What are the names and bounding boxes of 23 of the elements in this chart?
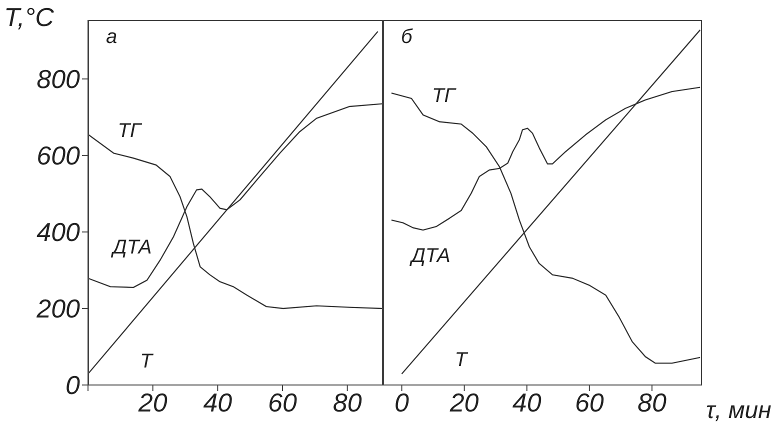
series-label: Т bbox=[454, 348, 469, 371]
x-tick-label: 40 bbox=[512, 387, 542, 418]
x-tick-label: 0 bbox=[394, 387, 410, 418]
y-tick-label: 400 bbox=[36, 217, 81, 248]
x-tick-label: 60 bbox=[268, 387, 298, 418]
x-axis-title: τ, мин bbox=[706, 397, 772, 425]
y-axis-title: T,°C bbox=[4, 2, 54, 33]
series-label: ДТА bbox=[409, 245, 450, 267]
series-label: ТГ bbox=[432, 85, 458, 108]
x-tick-label: 60 bbox=[574, 387, 604, 418]
series-label: ТГ bbox=[118, 120, 143, 142]
x-tick-label: 80 bbox=[332, 387, 362, 418]
x-tick-label: 20 bbox=[137, 387, 168, 418]
series-label: Т bbox=[140, 350, 154, 373]
x-tick-label: 40 bbox=[203, 387, 233, 418]
y-tick-label: 800 bbox=[36, 64, 81, 94]
y-tick-label: 600 bbox=[36, 140, 81, 171]
y-tick-label: 200 bbox=[36, 294, 81, 324]
series-label: ДТА bbox=[110, 236, 152, 258]
chart-title: б bbox=[401, 26, 412, 49]
x-tick-label: 80 bbox=[638, 387, 667, 418]
x-tick-label: 20 bbox=[448, 387, 480, 418]
chart-title: а bbox=[106, 26, 118, 49]
